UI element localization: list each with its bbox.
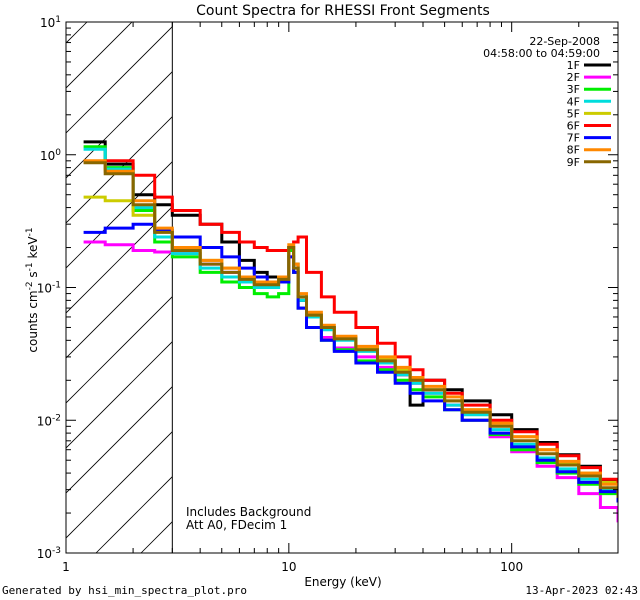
legend-label-7F: 7F — [567, 132, 580, 145]
footer-timestamp: 13-Apr-2023 02:43 — [525, 584, 638, 597]
date-label: 22-Sep-2008 — [529, 35, 600, 48]
hatch-line — [0, 22, 42, 553]
series-line-7F — [83, 222, 618, 503]
series-group — [83, 140, 618, 523]
time-range-label: 04:58:00 to 04:59:00 — [483, 47, 600, 60]
series-line-4F — [83, 147, 618, 498]
plot-frame — [65, 21, 619, 554]
legend-label-8F: 8F — [567, 144, 580, 157]
hatch-line — [95, 476, 173, 553]
legend-label-6F: 6F — [567, 120, 580, 133]
legend-label-4F: 4F — [567, 95, 580, 108]
legend-label-1F: 1F — [567, 59, 580, 72]
series-line-9F — [83, 161, 618, 498]
hatch-line — [636, 22, 640, 553]
y-tick-label: 101 — [40, 15, 61, 30]
x-axis: 1 10 100 — [62, 22, 619, 574]
x-tick-label: 10 — [281, 560, 296, 574]
y-tick-label: 10-2 — [37, 413, 61, 428]
series-line-6F — [83, 159, 618, 492]
y-axis-label: counts cm-2 s-1 keV-1 — [25, 227, 40, 352]
y-tick-label: 10-3 — [37, 546, 61, 561]
series-line-2F — [83, 240, 618, 523]
legend-label-2F: 2F — [567, 71, 580, 84]
y-axis: 10-3 10-2 10-1 100 101 — [37, 15, 618, 561]
footer-generated-by: Generated by hsi_min_spectra_plot.pro — [2, 584, 248, 597]
hatched-region — [0, 22, 640, 553]
legend-label-5F: 5F — [567, 107, 580, 120]
x-tick-label: 100 — [500, 560, 523, 574]
annotation-background: Includes Background — [186, 505, 311, 519]
y-tick-label: 10-1 — [37, 281, 61, 296]
chart-title: Count Spectra for RHESSI Front Segments — [196, 3, 490, 19]
annotation-attenuator: Att A0, FDecim 1 — [186, 518, 287, 532]
y-tick-label: 100 — [40, 148, 61, 163]
hatch-line — [66, 71, 173, 179]
hatch-line — [66, 386, 173, 494]
x-tick-label: 1 — [62, 560, 70, 574]
hatch-line — [66, 206, 173, 314]
hatch-line — [66, 431, 173, 539]
legend-label-9F: 9F — [567, 156, 580, 169]
hatch-line — [66, 26, 173, 134]
legend-label-3F: 3F — [567, 83, 580, 96]
hatch-line — [66, 251, 173, 359]
x-axis-label: Energy (keV) — [304, 575, 381, 589]
